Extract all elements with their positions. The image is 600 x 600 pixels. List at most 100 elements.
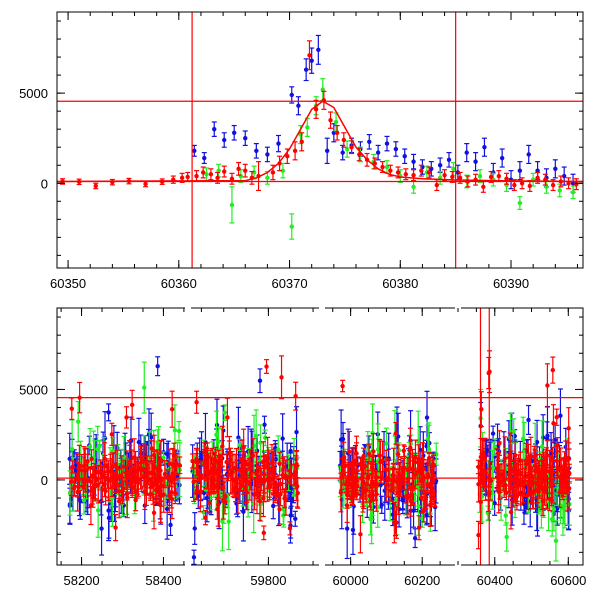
data-point-red [236,166,241,172]
data-point-blue [192,526,197,531]
data-point-red [257,498,263,504]
data-point-blue [212,126,217,132]
data-point-red [313,107,319,112]
data-point-red [194,456,199,462]
data-point-blue [411,508,416,513]
data-point-green [251,170,257,175]
data-point-red [378,459,383,465]
data-point-blue [437,163,443,168]
data-point-blue [280,436,285,441]
data-point-red [194,490,199,496]
data-point-red [248,472,253,477]
data-point-blue [331,130,337,135]
data-point-blue [199,456,204,462]
data-point-red [354,491,359,496]
data-point-red [158,458,164,463]
data-point-red [179,175,185,181]
data-point-red [204,461,209,467]
data-point-red [457,175,463,181]
top-plot-area [57,34,583,240]
data-point-red [102,463,108,469]
top-panel: 60350 60360 60370 60380 60390 0 5000 [19,11,584,291]
data-point-red [238,483,244,489]
data-point-red [504,176,509,181]
data-point-green [344,146,350,152]
data-point-green [172,427,178,433]
data-point-red [374,492,379,497]
data-point-blue [241,509,246,514]
data-point-red [159,483,165,488]
data-point-red [143,181,148,187]
data-point-green [276,447,281,452]
data-point-red [432,496,437,502]
data-point-red [274,482,280,487]
data-point-red [566,456,571,462]
data-point-red [554,415,559,420]
data-point-blue [289,92,294,98]
data-point-red [328,117,333,123]
data-point-red [190,458,195,464]
data-point-red [512,453,518,458]
data-point-blue [534,439,540,445]
data-point-red [407,467,412,472]
data-point-red [224,459,229,465]
data-point-green [229,202,235,208]
data-point-red [203,515,208,520]
data-point-red [522,480,527,485]
data-point-blue [338,437,344,442]
data-point-blue [257,378,263,383]
data-point-red [481,184,486,190]
data-point-blue [393,146,399,152]
data-point-red [207,500,212,505]
data-point-blue [192,148,197,154]
data-point-red [127,459,132,464]
data-point-red [185,174,190,180]
data-point-red [419,495,424,500]
data-point-blue [482,145,487,150]
data-point-red [566,181,571,186]
data-point-red [519,181,525,186]
data-point-green [280,168,286,173]
data-point-red [222,169,227,174]
data-point-red [550,367,556,373]
data-point-red [277,461,282,466]
data-point-blue [155,364,160,369]
data-point-blue [106,515,112,521]
series-green [203,78,576,240]
data-point-blue [296,103,301,108]
data-point-red [279,375,284,380]
data-point-blue [523,505,529,510]
data-point-red [496,173,502,179]
data-point-red [292,148,298,154]
data-point-green [375,447,381,452]
data-point-red [157,466,162,472]
data-point-green [253,433,259,439]
data-point-blue [276,141,281,146]
data-point-green [368,516,373,522]
data-point-red [395,452,401,457]
data-point-red [277,507,282,512]
data-point-red [149,470,155,475]
data-point-red [342,463,348,469]
data-point-red [418,464,423,469]
data-point-blue [350,527,356,533]
data-point-red [113,470,119,476]
data-point-red [283,497,289,502]
data-point-green [226,519,231,524]
data-point-red [93,477,99,483]
data-point-red [152,464,157,469]
data-point-red [340,383,345,389]
data-point-red [264,364,269,369]
data-point-red [566,426,571,431]
data-point-blue [344,526,350,531]
data-point-red [550,482,555,487]
data-point-blue [309,58,314,63]
data-point-red [116,489,122,494]
data-point-red [508,509,514,515]
data-point-green [504,534,509,540]
data-point-blue [526,152,531,157]
data-point-red [129,402,135,408]
data-point-red [498,480,503,485]
data-point-red [403,172,409,177]
